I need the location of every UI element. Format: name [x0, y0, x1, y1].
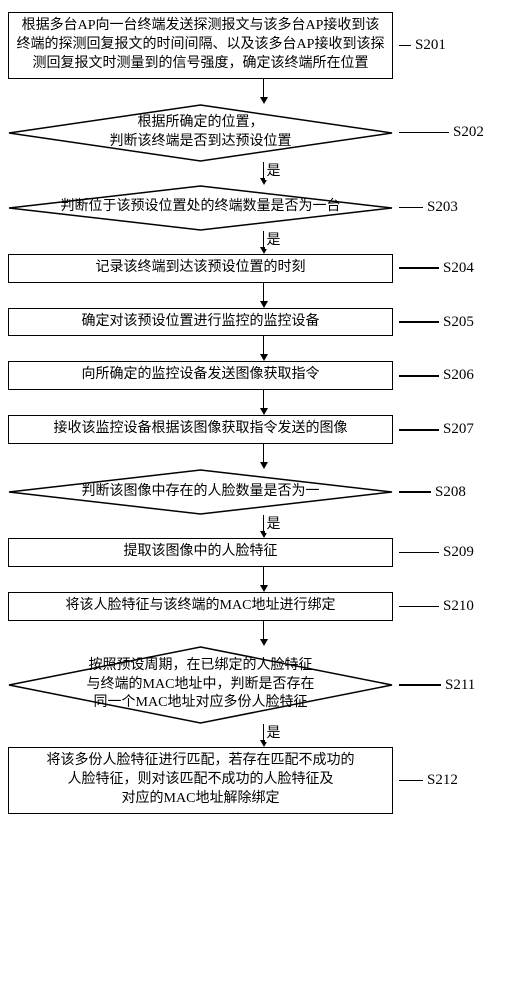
decision-text: 判断该图像中存在的人脸数量是否为一	[42, 479, 360, 506]
shape-column: 将该人脸特征与该终端的MAC地址进行绑定	[8, 592, 393, 621]
flow-arrow	[71, 444, 456, 469]
process-box: 将该人脸特征与该终端的MAC地址进行绑定	[8, 592, 393, 621]
shape-column: 提取该图像中的人脸特征	[8, 538, 393, 567]
step-id: S211	[445, 677, 475, 694]
flow-arrow	[71, 79, 456, 104]
step-row-s205: 确定对该预设位置进行监控的监控设备 S205	[8, 308, 519, 337]
leader-line	[399, 491, 431, 493]
decision-text: 判断位于该预设位置处的终端数量是否为一台	[21, 194, 381, 221]
leader-line	[399, 207, 423, 209]
step-label: S206	[399, 367, 474, 384]
step-label: S209	[399, 544, 474, 561]
flow-arrow	[71, 168, 456, 185]
step-id: S208	[435, 484, 466, 501]
shape-column: 将该多份人脸特征进行匹配，若存在匹配不成功的 人脸特征，则对该匹配不成功的人脸特…	[8, 747, 393, 814]
step-id: S205	[443, 314, 474, 331]
step-label: S202	[399, 124, 484, 141]
step-row-s206: 向所确定的监控设备发送图像获取指令 S206	[8, 361, 519, 390]
shape-column: 按照预设周期，在已绑定的人脸特征 与终端的MAC地址中，判断是否存在 同一个MA…	[8, 646, 393, 724]
process-box: 接收该监控设备根据该图像获取指令发送的图像	[8, 415, 393, 444]
process-box: 确定对该预设位置进行监控的监控设备	[8, 308, 393, 337]
leader-line	[399, 267, 439, 269]
flow-arrow	[71, 621, 456, 646]
leader-line	[399, 429, 439, 431]
shape-column: 根据多台AP向一台终端发送探测报文与该多台AP接收到该终端的探测回复报文的时间间…	[8, 12, 393, 79]
process-box: 提取该图像中的人脸特征	[8, 538, 393, 567]
step-id: S204	[443, 260, 474, 277]
step-row-s211: 按照预设周期，在已绑定的人脸特征 与终端的MAC地址中，判断是否存在 同一个MA…	[8, 646, 519, 724]
shape-column: 接收该监控设备根据该图像获取指令发送的图像	[8, 415, 393, 444]
decision-text: 按照预设周期，在已绑定的人脸特征 与终端的MAC地址中，判断是否存在 同一个MA…	[47, 653, 355, 718]
shape-column: 记录该终端到达该预设位置的时刻	[8, 254, 393, 283]
step-label: S210	[399, 598, 474, 615]
leader-line	[399, 132, 449, 134]
flow-arrow	[71, 336, 456, 361]
shape-column: 确定对该预设位置进行监控的监控设备	[8, 308, 393, 337]
leader-line	[399, 375, 439, 377]
decision-diamond: 判断该图像中存在的人脸数量是否为一	[8, 469, 393, 515]
step-row-s207: 接收该监控设备根据该图像获取指令发送的图像 S207	[8, 415, 519, 444]
shape-column: 判断位于该预设位置处的终端数量是否为一台	[8, 185, 393, 231]
step-row-s212: 将该多份人脸特征进行匹配，若存在匹配不成功的 人脸特征，则对该匹配不成功的人脸特…	[8, 747, 519, 814]
flow-arrow	[71, 390, 456, 415]
decision-text: 根据所确定的位置， 判断该终端是否到达预设位置	[70, 110, 332, 156]
step-id: S202	[453, 124, 484, 141]
flowchart: 根据多台AP向一台终端发送探测报文与该多台AP接收到该终端的探测回复报文的时间间…	[8, 12, 519, 814]
leader-line	[399, 45, 411, 47]
step-id: S212	[427, 772, 458, 789]
step-label: S201	[399, 37, 446, 54]
flow-arrow	[71, 521, 456, 538]
step-label: S208	[399, 484, 466, 501]
step-id: S201	[415, 37, 446, 54]
leader-line	[399, 780, 423, 782]
shape-column: 判断该图像中存在的人脸数量是否为一	[8, 469, 393, 515]
leader-line	[399, 552, 439, 554]
step-row-s209: 提取该图像中的人脸特征 S209	[8, 538, 519, 567]
leader-line	[399, 606, 439, 608]
step-id: S207	[443, 421, 474, 438]
leader-line	[399, 321, 439, 323]
step-label: S207	[399, 421, 474, 438]
shape-column: 向所确定的监控设备发送图像获取指令	[8, 361, 393, 390]
flow-arrow	[71, 283, 456, 308]
step-id: S210	[443, 598, 474, 615]
decision-diamond: 根据所确定的位置， 判断该终端是否到达预设位置	[8, 104, 393, 162]
shape-column: 根据所确定的位置， 判断该终端是否到达预设位置	[8, 104, 393, 162]
step-label: S211	[399, 677, 475, 694]
step-row-s204: 记录该终端到达该预设位置的时刻 S204	[8, 254, 519, 283]
flow-arrow	[71, 237, 456, 254]
step-label: S203	[399, 199, 458, 216]
step-row-s203: 判断位于该预设位置处的终端数量是否为一台 S203	[8, 185, 519, 231]
step-row-s208: 判断该图像中存在的人脸数量是否为一 S208	[8, 469, 519, 515]
process-box: 将该多份人脸特征进行匹配，若存在匹配不成功的 人脸特征，则对该匹配不成功的人脸特…	[8, 747, 393, 814]
step-row-s201: 根据多台AP向一台终端发送探测报文与该多台AP接收到该终端的探测回复报文的时间间…	[8, 12, 519, 79]
step-label: S212	[399, 772, 458, 789]
leader-line	[399, 684, 441, 686]
process-box: 向所确定的监控设备发送图像获取指令	[8, 361, 393, 390]
step-row-s202: 根据所确定的位置， 判断该终端是否到达预设位置 S202	[8, 104, 519, 162]
step-row-s210: 将该人脸特征与该终端的MAC地址进行绑定 S210	[8, 592, 519, 621]
step-label: S204	[399, 260, 474, 277]
decision-diamond: 按照预设周期，在已绑定的人脸特征 与终端的MAC地址中，判断是否存在 同一个MA…	[8, 646, 393, 724]
flow-arrow	[71, 730, 456, 747]
process-box: 根据多台AP向一台终端发送探测报文与该多台AP接收到该终端的探测回复报文的时间间…	[8, 12, 393, 79]
decision-diamond: 判断位于该预设位置处的终端数量是否为一台	[8, 185, 393, 231]
flow-arrow	[71, 567, 456, 592]
step-id: S203	[427, 199, 458, 216]
process-box: 记录该终端到达该预设位置的时刻	[8, 254, 393, 283]
step-id: S209	[443, 544, 474, 561]
step-id: S206	[443, 367, 474, 384]
step-label: S205	[399, 314, 474, 331]
